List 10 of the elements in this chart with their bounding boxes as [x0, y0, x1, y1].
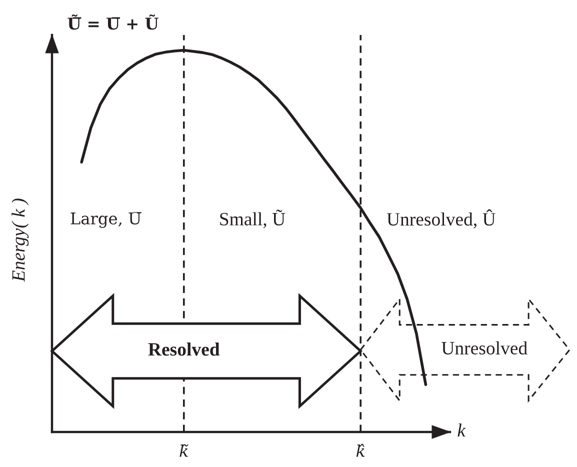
text: Unresolved [442, 341, 528, 355]
annotation: Small, Ũ [220, 210, 286, 228]
y-axis-title: Energy( k ) [12, 198, 29, 282]
chart-title: Ũ̅ = U̅ + Ũ [68, 14, 158, 30]
x-tick-label: k̂ [356, 444, 365, 457]
x-tick-label: k̃ [180, 444, 188, 457]
annotation: Resolved [148, 342, 220, 356]
annotation: Unresolved, Û [386, 209, 496, 228]
x-axis-title: k [458, 424, 466, 437]
annotation: Large, U̅ [70, 212, 142, 228]
